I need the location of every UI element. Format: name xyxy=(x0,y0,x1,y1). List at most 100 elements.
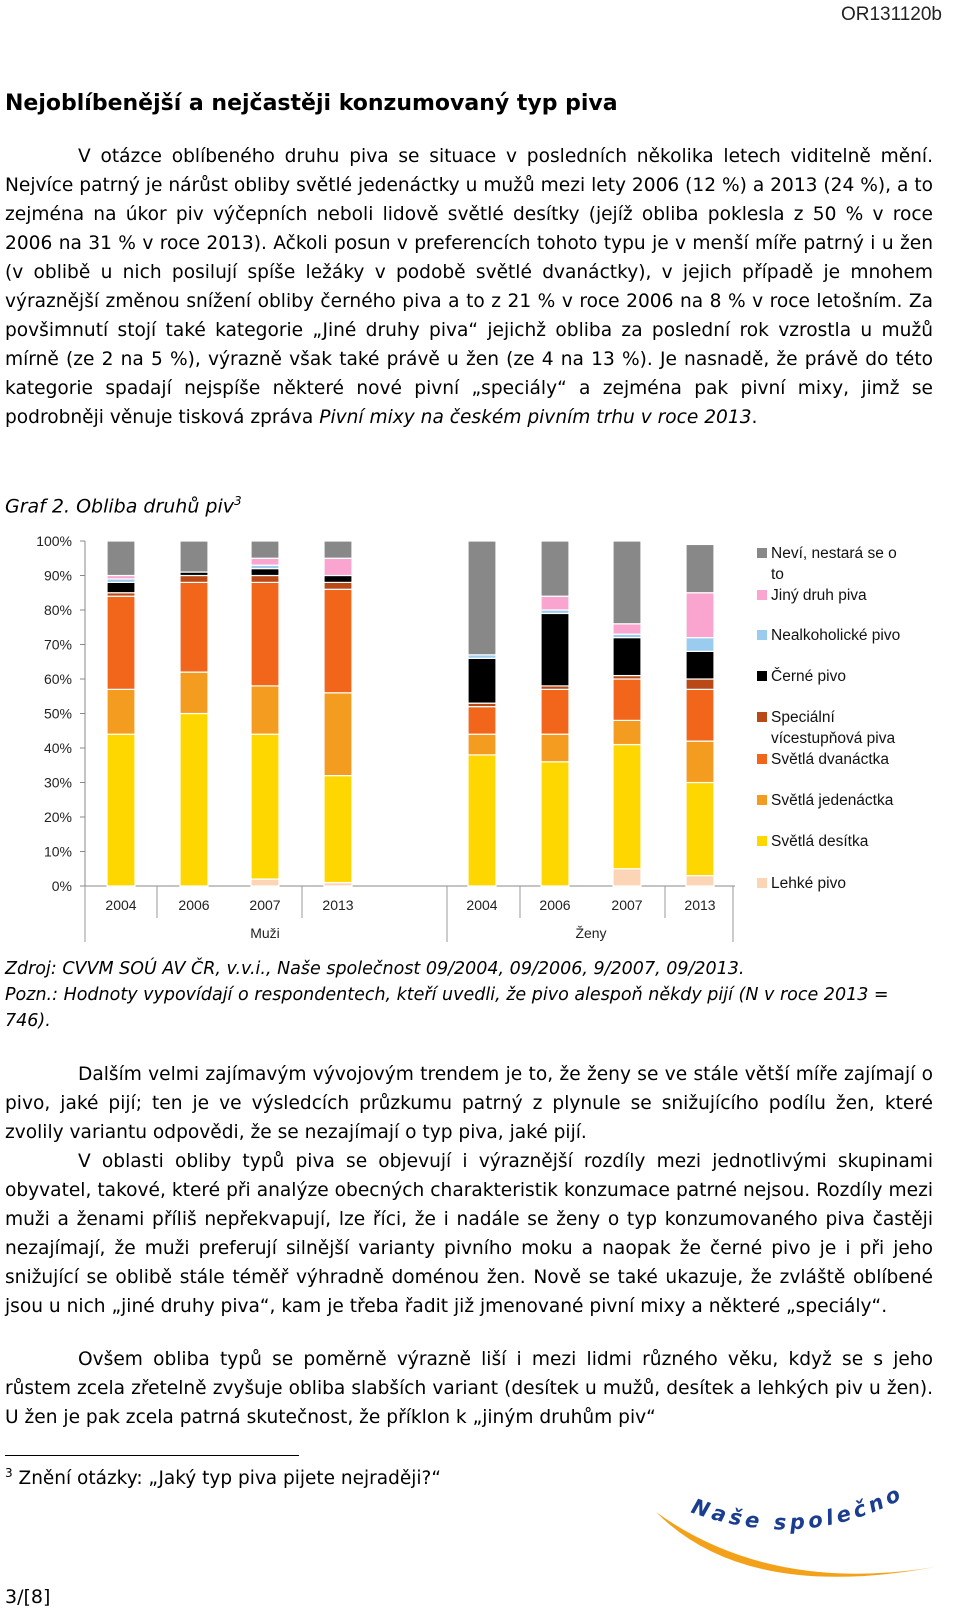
bar-segment xyxy=(179,671,209,715)
x-tick-label: 2004 xyxy=(105,897,136,913)
bar-segment xyxy=(467,733,497,756)
legend-swatch xyxy=(757,836,767,846)
paragraph-1-text: V otázce oblíbeného druhu piva se situac… xyxy=(5,146,933,428)
legend-swatch xyxy=(757,671,767,681)
bar-segment xyxy=(685,781,715,877)
bar-segment xyxy=(612,719,642,746)
logo-text-path-content: Naše společnost xyxy=(650,1482,904,1535)
legend-swatch xyxy=(757,630,767,640)
bar-segment xyxy=(540,612,570,687)
bar-segment xyxy=(685,740,715,784)
logo-text: Naše společnost xyxy=(650,1482,908,1535)
y-tick-label: 100% xyxy=(36,533,72,549)
bar-segment xyxy=(106,733,136,887)
document-code: OR131120b xyxy=(840,4,942,25)
legend-swatch xyxy=(757,590,767,600)
section-heading: Nejoblíbenější a nejčastěji konzumovaný … xyxy=(5,91,618,116)
footnote-divider xyxy=(5,1455,299,1456)
bar-segment xyxy=(179,581,209,673)
bar-segment xyxy=(323,581,353,590)
bar-segment xyxy=(106,595,136,690)
paragraph-2: Dalším velmi zajímavým vývojovým trendem… xyxy=(5,1064,933,1143)
bar-segment xyxy=(540,595,570,611)
bar-segment xyxy=(323,540,353,559)
bar-segment xyxy=(612,623,642,635)
bar-segment xyxy=(323,574,353,584)
x-tick-label: 2013 xyxy=(684,897,715,913)
footnote-number: 3 xyxy=(5,1466,13,1480)
x-tick-label: 2013 xyxy=(322,897,353,913)
bar-segment xyxy=(685,875,715,887)
note-label: Pozn. xyxy=(5,985,53,1005)
legend-label: to xyxy=(771,566,784,583)
bar-segment xyxy=(612,678,642,722)
bar-segment xyxy=(106,540,136,577)
bar-segment xyxy=(540,540,570,597)
bar-segment xyxy=(685,688,715,742)
y-tick-label: 30% xyxy=(44,775,72,791)
bar-segment xyxy=(685,636,715,652)
legend-label: vícestupňová piva xyxy=(771,730,895,747)
y-tick-label: 0% xyxy=(52,878,72,894)
figure-note: Pozn.: Hodnoty vypovídají o respondentec… xyxy=(5,982,935,1034)
bar-segment xyxy=(250,685,280,735)
bar-segment xyxy=(323,588,353,694)
bar-segment xyxy=(612,540,642,625)
bar-segment xyxy=(685,650,715,680)
legend-label: Lehké pivo xyxy=(771,875,846,892)
page-number: 3/[8] xyxy=(5,1586,51,1608)
note-text: : Hodnoty vypovídají o respondentech, kt… xyxy=(5,985,889,1031)
bar-segment xyxy=(250,574,280,584)
paragraph-1: V otázce oblíbeného druhu piva se situac… xyxy=(5,142,933,432)
y-tick-label: 70% xyxy=(44,637,72,653)
figure-source: Zdroj: CVVM SOÚ AV ČR, v.v.i., Naše spol… xyxy=(5,959,745,979)
legend-swatch xyxy=(757,712,767,722)
bar-segment xyxy=(467,657,497,704)
bar-segment xyxy=(179,574,209,584)
y-tick-label: 90% xyxy=(44,568,72,584)
legend-label: Speciální xyxy=(771,709,835,726)
group-label: Ženy xyxy=(575,925,606,941)
x-tick-label: 2004 xyxy=(466,897,497,913)
bar-segment xyxy=(685,678,715,690)
press-release-title: Pivní mixy na českém pivním trhu v roce … xyxy=(319,407,752,428)
legend-label: Světlá dvanáctka xyxy=(771,751,889,768)
bar-segment xyxy=(250,733,280,880)
legend-label: Nealkoholické pivo xyxy=(771,627,900,644)
bar-segment xyxy=(179,712,209,887)
y-tick-label: 40% xyxy=(44,740,72,756)
group-label: Muži xyxy=(250,925,280,941)
bar-segment xyxy=(106,581,136,594)
bar-segment xyxy=(250,540,280,559)
legend-label: Světlá desítka xyxy=(771,833,869,850)
paragraph-4: Ovšem obliba typů se poměrně výrazně liš… xyxy=(5,1349,933,1428)
bar-segment xyxy=(106,688,136,735)
legend-swatch xyxy=(757,878,767,888)
bar-segment xyxy=(250,581,280,687)
bar-segment xyxy=(323,775,353,884)
y-tick-label: 60% xyxy=(44,671,72,687)
figure-title-text: Graf 2. Obliba druhů piv xyxy=(5,495,235,518)
bar-segment xyxy=(323,557,353,577)
bar-segment xyxy=(540,761,570,887)
y-tick-label: 50% xyxy=(44,706,72,722)
y-tick-label: 20% xyxy=(44,809,72,825)
bar-segment xyxy=(179,540,209,573)
x-tick-label: 2006 xyxy=(178,897,209,913)
bar-segment xyxy=(685,592,715,639)
stacked-bar-chart: 0% 10% 20% 30% 40% 50% 60% 70% 80% 90% 100% 2004 200… xyxy=(36,533,900,942)
legend-label: Jiný druh piva xyxy=(771,587,867,604)
legend-swatch xyxy=(757,548,767,558)
nase-spolecnost-logo: Naše společnost xyxy=(650,1482,935,1577)
bar-segment xyxy=(540,688,570,735)
bar-segment xyxy=(467,540,497,656)
figure-title: Graf 2. Obliba druhů piv3 xyxy=(5,494,242,517)
legend-label: Světlá jedenáctka xyxy=(771,792,894,809)
bar-segment xyxy=(685,543,715,594)
bar-segment xyxy=(612,743,642,870)
bar-segment xyxy=(250,567,280,577)
footnote: 3 Znění otázky: „Jaký typ piva pijete ne… xyxy=(5,1466,441,1489)
legend-swatch xyxy=(757,795,767,805)
bar-segment xyxy=(250,878,280,887)
bar-segment xyxy=(250,557,280,566)
